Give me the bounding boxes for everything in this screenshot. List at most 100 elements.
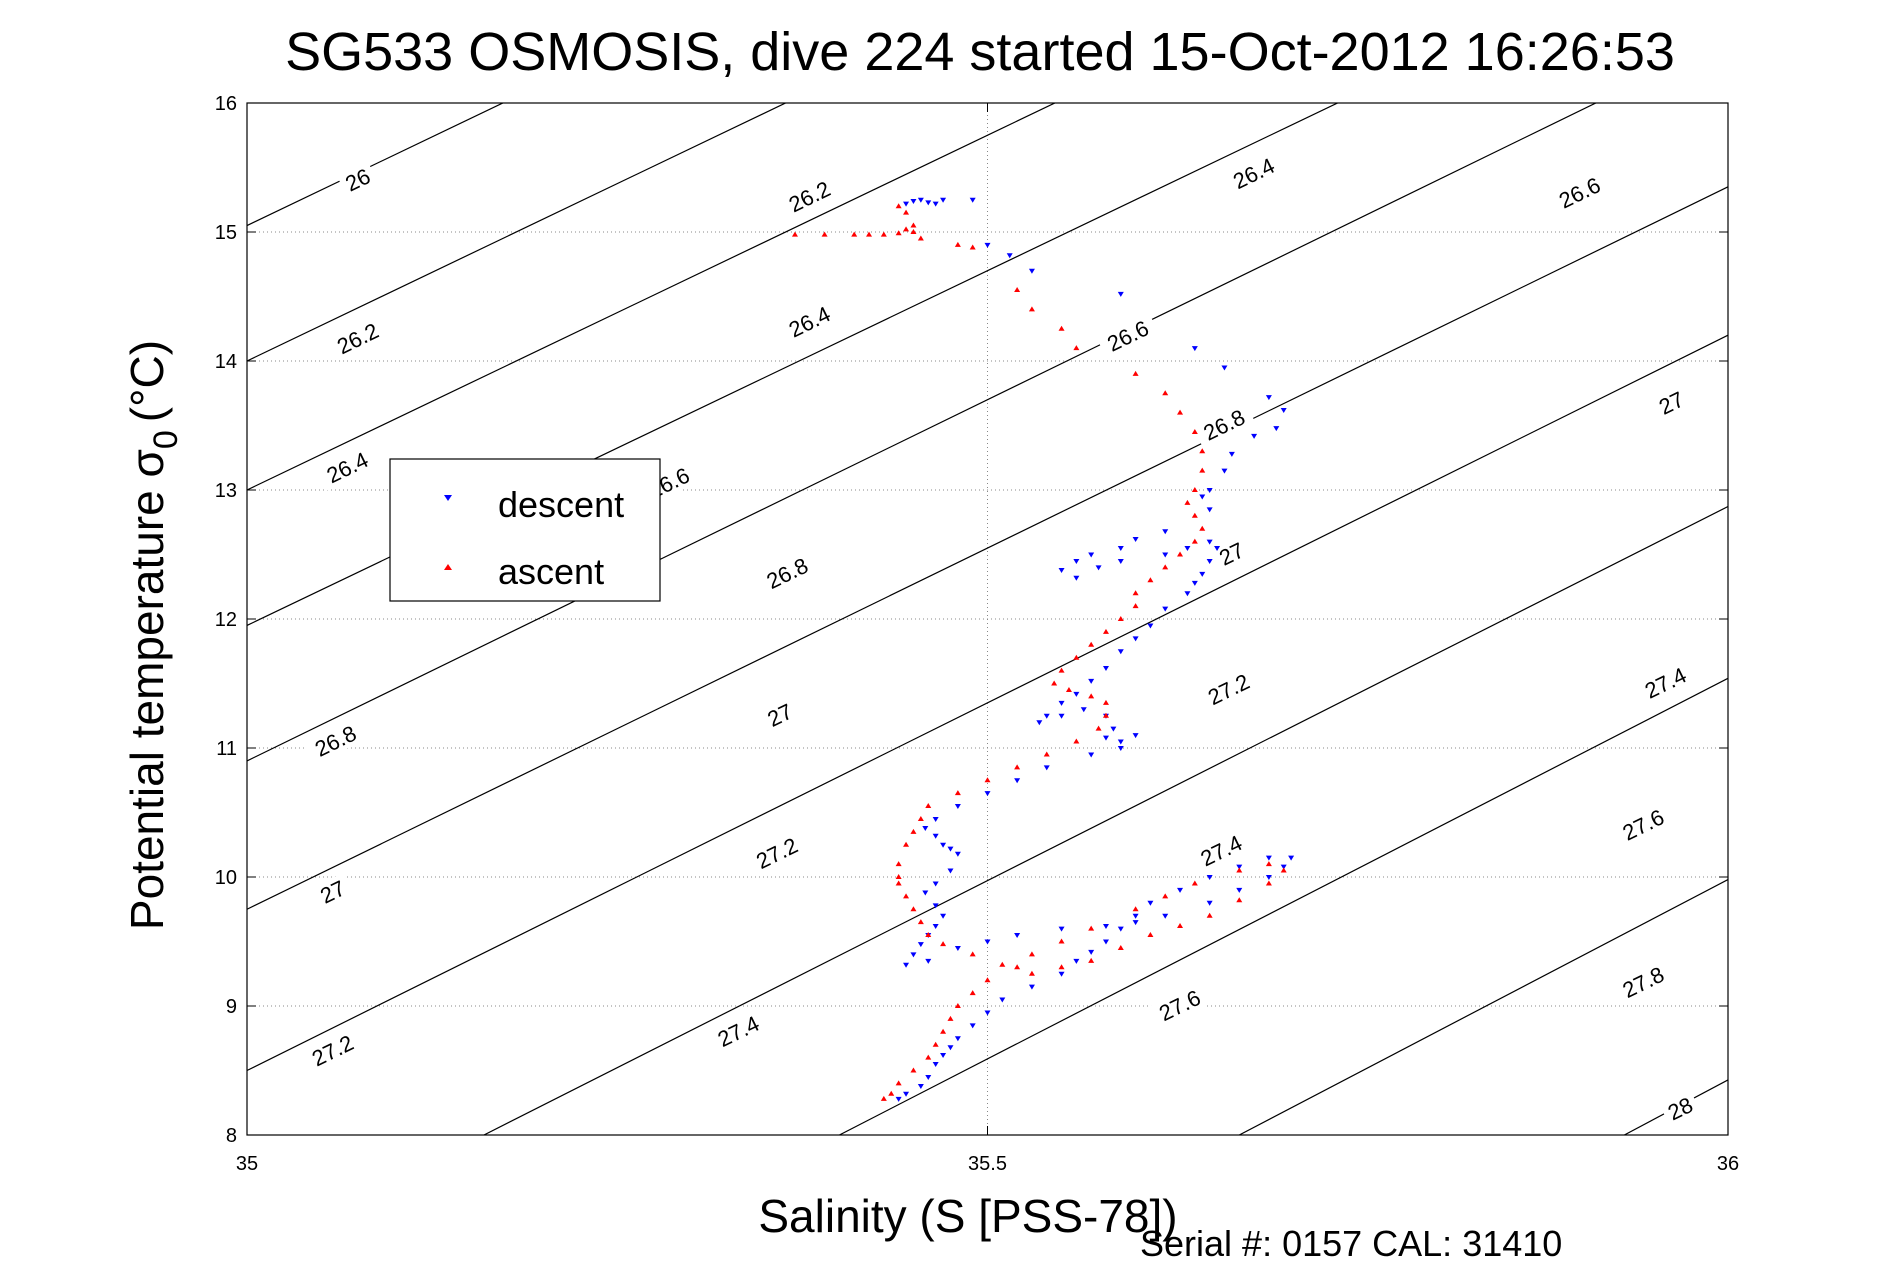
contour-line-27-4 [483, 505, 1728, 1135]
y-axis-label-main: Potential temperature σ [121, 449, 173, 930]
descent-point [932, 903, 939, 909]
contour-labels: 26 26.226.2 26.426.426.4 26.626.626.626.826… [301, 149, 1701, 1127]
descent-point [1132, 920, 1139, 926]
y-axis-label-unit: (°C) [121, 340, 173, 422]
descent-point [922, 825, 929, 831]
ascent-point [954, 1003, 961, 1008]
descent-point [932, 201, 939, 207]
descent-point [1162, 606, 1169, 612]
ascent-point [1162, 564, 1169, 570]
ascent-point [895, 880, 902, 886]
contour-label-background [759, 696, 801, 734]
ascent-point [1132, 603, 1139, 609]
descent-point [895, 1096, 902, 1102]
descent-point [1073, 558, 1080, 564]
chart-title: SG533 OSMOSIS, dive 224 started 15-Oct-2… [285, 22, 1675, 82]
ascent-point [1088, 641, 1095, 647]
contour-label-background [1148, 981, 1211, 1029]
descent-point [1288, 855, 1295, 861]
descent-point [1251, 433, 1258, 439]
contour-label: 26.2 [326, 314, 389, 362]
contour-line-26-4 [247, 103, 1057, 491]
descent-point [932, 816, 939, 822]
ascent-point [1028, 306, 1035, 312]
descent-point [925, 1074, 932, 1080]
ascent-point [1265, 880, 1272, 886]
descent-point [1058, 713, 1065, 719]
ascent-point [1177, 923, 1184, 929]
ascent-point [1199, 467, 1206, 473]
contour-label-background [304, 717, 367, 765]
contour-label-background [778, 297, 841, 345]
series-ascent [791, 203, 1287, 1101]
contour-label: 27.2 [1197, 665, 1260, 713]
ascent-point [1162, 390, 1169, 396]
ascent-point [821, 231, 828, 237]
ascent-point [1073, 345, 1080, 351]
legend-descent-label: descent [498, 484, 624, 525]
descent-point [1214, 546, 1221, 552]
descent-point [1199, 571, 1206, 577]
descent-point [1014, 778, 1021, 784]
ascent-point [1014, 964, 1021, 970]
ascent-point [940, 941, 947, 947]
ascent-point [1028, 951, 1035, 957]
descent-point [1236, 864, 1243, 870]
ascent-point [1102, 699, 1109, 705]
descent-point [1043, 765, 1050, 771]
contour-line-26-8 [247, 103, 1598, 762]
contour-label-background [1210, 535, 1252, 572]
descent-point [910, 199, 917, 205]
ascent-point [1147, 932, 1154, 938]
contour-label-background [1197, 665, 1260, 713]
contour-label: 27 [1650, 384, 1692, 421]
descent-point [1036, 720, 1043, 726]
descent-point [1088, 552, 1095, 558]
descent-point [917, 197, 924, 203]
ascent-point [910, 229, 917, 234]
x-axis-label: Salinity (S [PSS-78]) [758, 1190, 1177, 1242]
ascent-point [888, 1090, 895, 1096]
ascent-point [866, 231, 873, 237]
contour-label: 27.8 [1611, 958, 1675, 1006]
descent-point [1117, 291, 1124, 297]
descent-point [1028, 268, 1035, 274]
contour-label-background [755, 549, 819, 597]
descent-point [1265, 395, 1272, 401]
descent-point [1132, 913, 1139, 919]
ascent-point [1199, 525, 1206, 531]
ascent-point [925, 803, 932, 809]
descent-point [1117, 746, 1124, 751]
descent-point [932, 833, 939, 839]
descent-point [1280, 864, 1287, 870]
descent-point [954, 851, 961, 857]
ascent-point [984, 977, 991, 983]
descent-point [1280, 408, 1287, 414]
contour-label-background [745, 829, 809, 877]
descent-point [1102, 924, 1109, 930]
contour-line-27-2 [247, 334, 1728, 1072]
descent-point [932, 881, 939, 887]
contour-label: 27 [311, 873, 353, 910]
descent-point [947, 868, 954, 874]
descent-point [940, 913, 947, 919]
ascent-point [1206, 912, 1213, 918]
descent-point [1073, 691, 1080, 697]
descent-point [1184, 546, 1191, 552]
ascent-point [895, 203, 902, 209]
x-tick-label: 35.5 [968, 1153, 1007, 1175]
descent-point [1191, 346, 1198, 352]
y-tick-label: 16 [215, 93, 237, 115]
descent-point [1088, 678, 1095, 684]
descent-point [1073, 575, 1080, 581]
ascent-point [1102, 712, 1109, 718]
descent-point [1162, 529, 1169, 535]
contour-label: 27.6 [1148, 981, 1211, 1029]
descent-point [932, 1062, 939, 1068]
descent-point [1206, 900, 1213, 906]
ascent-point [1132, 370, 1139, 376]
ascent-point [932, 1041, 939, 1047]
contour-line-27-8 [1238, 879, 1728, 1135]
contour-label-background [1650, 384, 1692, 421]
contour-label: 27.4 [706, 1007, 770, 1055]
